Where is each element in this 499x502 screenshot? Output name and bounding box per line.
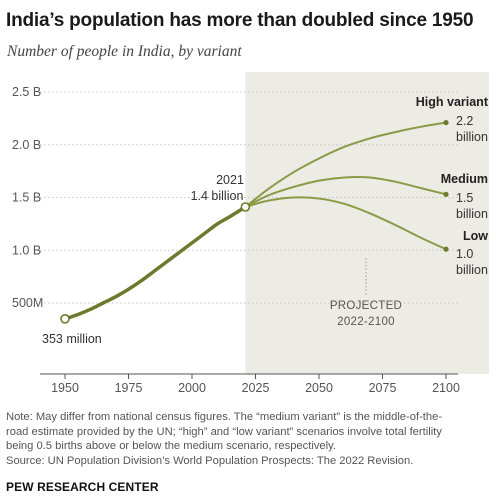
end-point — [443, 246, 449, 252]
milestone-value-label: 1.4 billion — [191, 189, 244, 203]
x-tick-label: 2000 — [178, 381, 206, 395]
x-tick-label: 2050 — [305, 381, 333, 395]
x-tick-label: 1975 — [115, 381, 143, 395]
milestone-year-label: 2021 — [216, 173, 244, 187]
brand-logo-text: PEW RESEARCH CENTER — [6, 480, 159, 494]
y-tick-label: 2.0 B — [12, 138, 41, 152]
source-line: Source: UN Population Division’s World P… — [6, 454, 414, 467]
end-label-value: 1.0 — [456, 247, 473, 261]
chart-subtitle: Number of people in India, by variant — [7, 43, 242, 60]
historical-line — [63, 205, 248, 321]
projection-shade — [245, 72, 489, 374]
note-line: being 0.5 births above or below the medi… — [6, 440, 336, 452]
end-label-title: High variant — [416, 95, 489, 109]
end-point — [443, 191, 449, 197]
projection-label: PROJECTED — [330, 300, 402, 312]
chart-note: Note: May differ from national census fi… — [6, 410, 494, 468]
start-label: 353 million — [42, 332, 102, 346]
note-line: road estimate provided by the UN; “high”… — [6, 425, 442, 438]
note-line: Note: May differ from national census fi… — [6, 411, 443, 423]
x-tick-label: 2025 — [242, 381, 270, 395]
projection-line-low — [245, 196, 447, 251]
x-tick-label: 2100 — [432, 381, 460, 395]
y-tick-label: 500M — [12, 296, 43, 310]
start-point — [60, 314, 70, 324]
milestone-point — [240, 202, 251, 212]
end-label-value: 2.2 — [456, 114, 473, 128]
population-line-chart: 500M 1.0 B 1.5 B 2.0 B 2.5 B 1950 1975 2000 2025… — [12, 72, 489, 395]
end-label-value: 1.5 — [456, 191, 473, 205]
end-label-title: Medium — [441, 172, 488, 186]
end-label-unit: billion — [456, 207, 488, 221]
projection-line-medium — [244, 175, 447, 208]
x-tick-label: 1950 — [51, 381, 79, 395]
projection-range-label: 2022-2100 — [337, 316, 395, 328]
projection-line-high-variant — [244, 121, 447, 208]
end-label-unit: billion — [456, 130, 488, 144]
end-label-title: Low — [463, 229, 488, 243]
end-label-unit: billion — [456, 263, 488, 277]
chart-title: India’s population has more than doubled… — [6, 10, 474, 31]
x-tick-label: 2075 — [369, 381, 397, 395]
y-tick-label: 1.5 B — [12, 191, 41, 205]
y-tick-label: 1.0 B — [12, 243, 41, 257]
y-tick-label: 2.5 B — [12, 85, 41, 99]
end-point — [443, 119, 449, 126]
